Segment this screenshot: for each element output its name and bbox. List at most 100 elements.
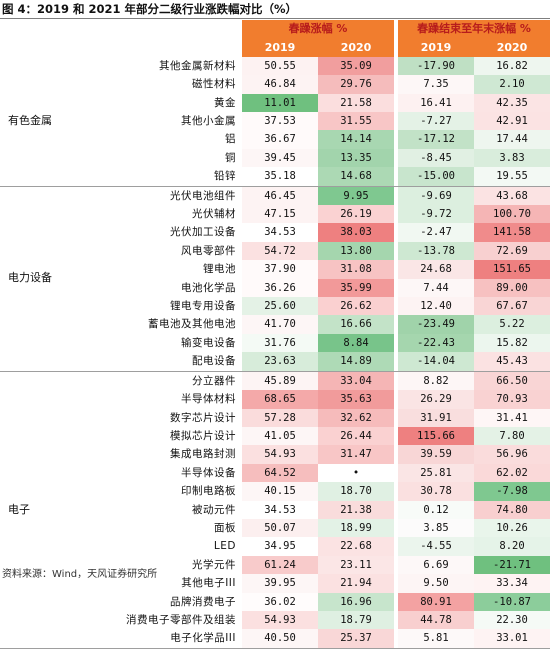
value-cell: 34.95 (242, 537, 318, 556)
value-cell: 22.30 (474, 610, 550, 630)
value-cell: 61.24 (242, 555, 318, 575)
value-cell: -9.69 (398, 186, 475, 206)
value-cell: 3.85 (398, 518, 475, 538)
value-cell: 34.53 (242, 500, 318, 519)
value-cell: -22.43 (398, 333, 475, 353)
value-cell: 54.93 (242, 445, 318, 464)
value-cell: 35.99 (318, 278, 395, 298)
table-row: 面板 50.07 18.99 3.85 10.26 (0, 518, 550, 538)
table-row: 有色金属 其他金属新材料 50.55 35.09 -17.90 16.82 (0, 56, 550, 187)
sub-industry-label: 品牌消费电子 (170, 595, 236, 608)
value-cell: -9.72 (398, 205, 475, 224)
value-cell: 67.67 (474, 297, 550, 316)
value-cell: 35.09 (318, 56, 395, 76)
table-row: 集成电路封测 54.93 31.47 39.59 56.96 (0, 445, 550, 464)
sub-industry-label: 光伏辅材 (192, 208, 236, 221)
value-cell: 42.35 (474, 93, 550, 112)
value-cell: 36.02 (242, 592, 318, 611)
figure-title-bar: 图 4：2019 和 2021 年部分二级行业涨跌幅对比（%） (0, 0, 550, 19)
value-cell: -10.87 (474, 592, 550, 611)
value-cell: 41.05 (242, 426, 318, 446)
table-row: 印制电路板 40.15 18.70 30.78 -7.98 (0, 482, 550, 501)
industry-group-label: 有色金属 (0, 56, 78, 187)
sub-industry-label: 其他金属新材料 (159, 59, 236, 72)
table-row: 半导体设备 64.52 • 25.81 62.02 (0, 463, 550, 483)
value-cell: 50.55 (242, 56, 318, 76)
section-header-post-rally: 春躁结束至年末涨幅 % (398, 20, 550, 39)
value-cell: -17.12 (398, 130, 475, 149)
value-cell: 54.93 (242, 610, 318, 630)
value-cell: 26.29 (398, 390, 475, 409)
sub-industry-label: 铜 (225, 151, 236, 164)
value-cell: 33.34 (474, 574, 550, 593)
value-cell: 74.80 (474, 500, 550, 519)
value-cell: 26.62 (318, 297, 395, 316)
value-cell: 24.68 (398, 260, 475, 279)
table-row: 光伏加工设备 34.53 38.03 -2.47 141.58 (0, 223, 550, 242)
value-cell: 17.44 (474, 130, 550, 149)
value-cell: 14.89 (318, 352, 395, 372)
table-row: 其他小金属 37.53 31.55 -7.27 42.91 (0, 112, 550, 131)
value-cell: 151.65 (474, 260, 550, 279)
source-note: 资料来源：Wind，天风证券研究所 (2, 569, 158, 580)
value-cell: 33.04 (318, 371, 395, 391)
table-row: 铜 39.45 13.35 -8.45 3.83 (0, 148, 550, 168)
value-cell: 43.68 (474, 186, 550, 206)
sub-industry-label: 印制电路板 (181, 485, 236, 498)
value-cell: -17.90 (398, 56, 475, 76)
value-cell: 100.70 (474, 205, 550, 224)
sub-industry-label: 铅锌 (78, 167, 242, 187)
value-cell: -14.04 (398, 352, 475, 372)
value-cell: 16.66 (318, 315, 395, 334)
value-cell: 42.91 (474, 112, 550, 131)
value-cell: 56.96 (474, 445, 550, 464)
table-row: 被动元件 34.53 21.38 0.12 74.80 (0, 500, 550, 519)
value-cell: 0.12 (398, 500, 475, 519)
table-row: 铝 36.67 14.14 -17.12 17.44 (0, 130, 550, 149)
sub-industry-label: 半导体材料 (181, 393, 236, 406)
value-cell: 46.45 (242, 186, 318, 206)
table-row: 磁性材料 46.84 29.76 7.35 2.10 (0, 75, 550, 94)
sub-industry-label: 面板 (214, 521, 236, 534)
value-cell: -2.47 (398, 223, 475, 242)
value-cell: 72.69 (474, 241, 550, 261)
value-cell: 36.67 (242, 130, 318, 149)
sub-industry-label: 电池化学品 (181, 281, 236, 294)
section-header-spring-rally: 春躁涨幅 % (242, 20, 395, 39)
value-cell: -23.49 (398, 315, 475, 334)
table-row: 光学元件 61.24 23.11 6.69 -21.71 (0, 555, 550, 575)
value-cell: 15.82 (474, 333, 550, 353)
table-row: 铅锌 35.18 14.68 -15.00 19.55 (0, 167, 550, 187)
value-cell: 9.95 (318, 186, 395, 206)
sub-industry-label: 锂电专用设备 (170, 300, 236, 313)
value-cell: 11.01 (242, 93, 318, 112)
sub-industry-label: 配电设备 (78, 352, 242, 372)
value-cell: 18.99 (318, 518, 395, 538)
table-row: 光伏辅材 47.15 26.19 -9.72 100.70 (0, 205, 550, 224)
value-cell: 3.83 (474, 148, 550, 168)
header-gap (394, 38, 399, 57)
value-cell: 50.07 (242, 518, 318, 538)
value-cell: 21.58 (318, 93, 395, 112)
sub-industry-label: 黄金 (214, 96, 236, 109)
sub-industry-label: 磁性材料 (192, 78, 236, 91)
table-row: LED 34.95 22.68 -4.55 8.20 (0, 537, 550, 556)
value-cell: 115.66 (398, 426, 475, 446)
header-blank (0, 20, 242, 39)
value-cell: -21.71 (474, 555, 550, 575)
table-row: 品牌消费电子 36.02 16.96 80.91 -10.87 (0, 592, 550, 611)
value-cell: -7.27 (398, 112, 475, 131)
table-row: 蓄电池及其他电池 41.70 16.66 -23.49 5.22 (0, 315, 550, 334)
value-cell: 18.79 (318, 610, 395, 630)
value-cell: 36.26 (242, 278, 318, 298)
value-cell: 70.93 (474, 390, 550, 409)
value-cell: 80.91 (398, 592, 475, 611)
value-cell: 16.41 (398, 93, 475, 112)
sub-industry-label: 消费电子零部件及组装 (126, 613, 236, 626)
industry-group-label: 电子 (0, 371, 78, 649)
sub-industry-label: 半导体设备 (181, 466, 236, 479)
sub-industry-label: 光伏加工设备 (170, 226, 236, 239)
table-row: 电池化学品 36.26 35.99 7.44 89.00 (0, 278, 550, 298)
value-cell: 54.72 (242, 241, 318, 261)
value-cell: -8.45 (398, 148, 475, 168)
